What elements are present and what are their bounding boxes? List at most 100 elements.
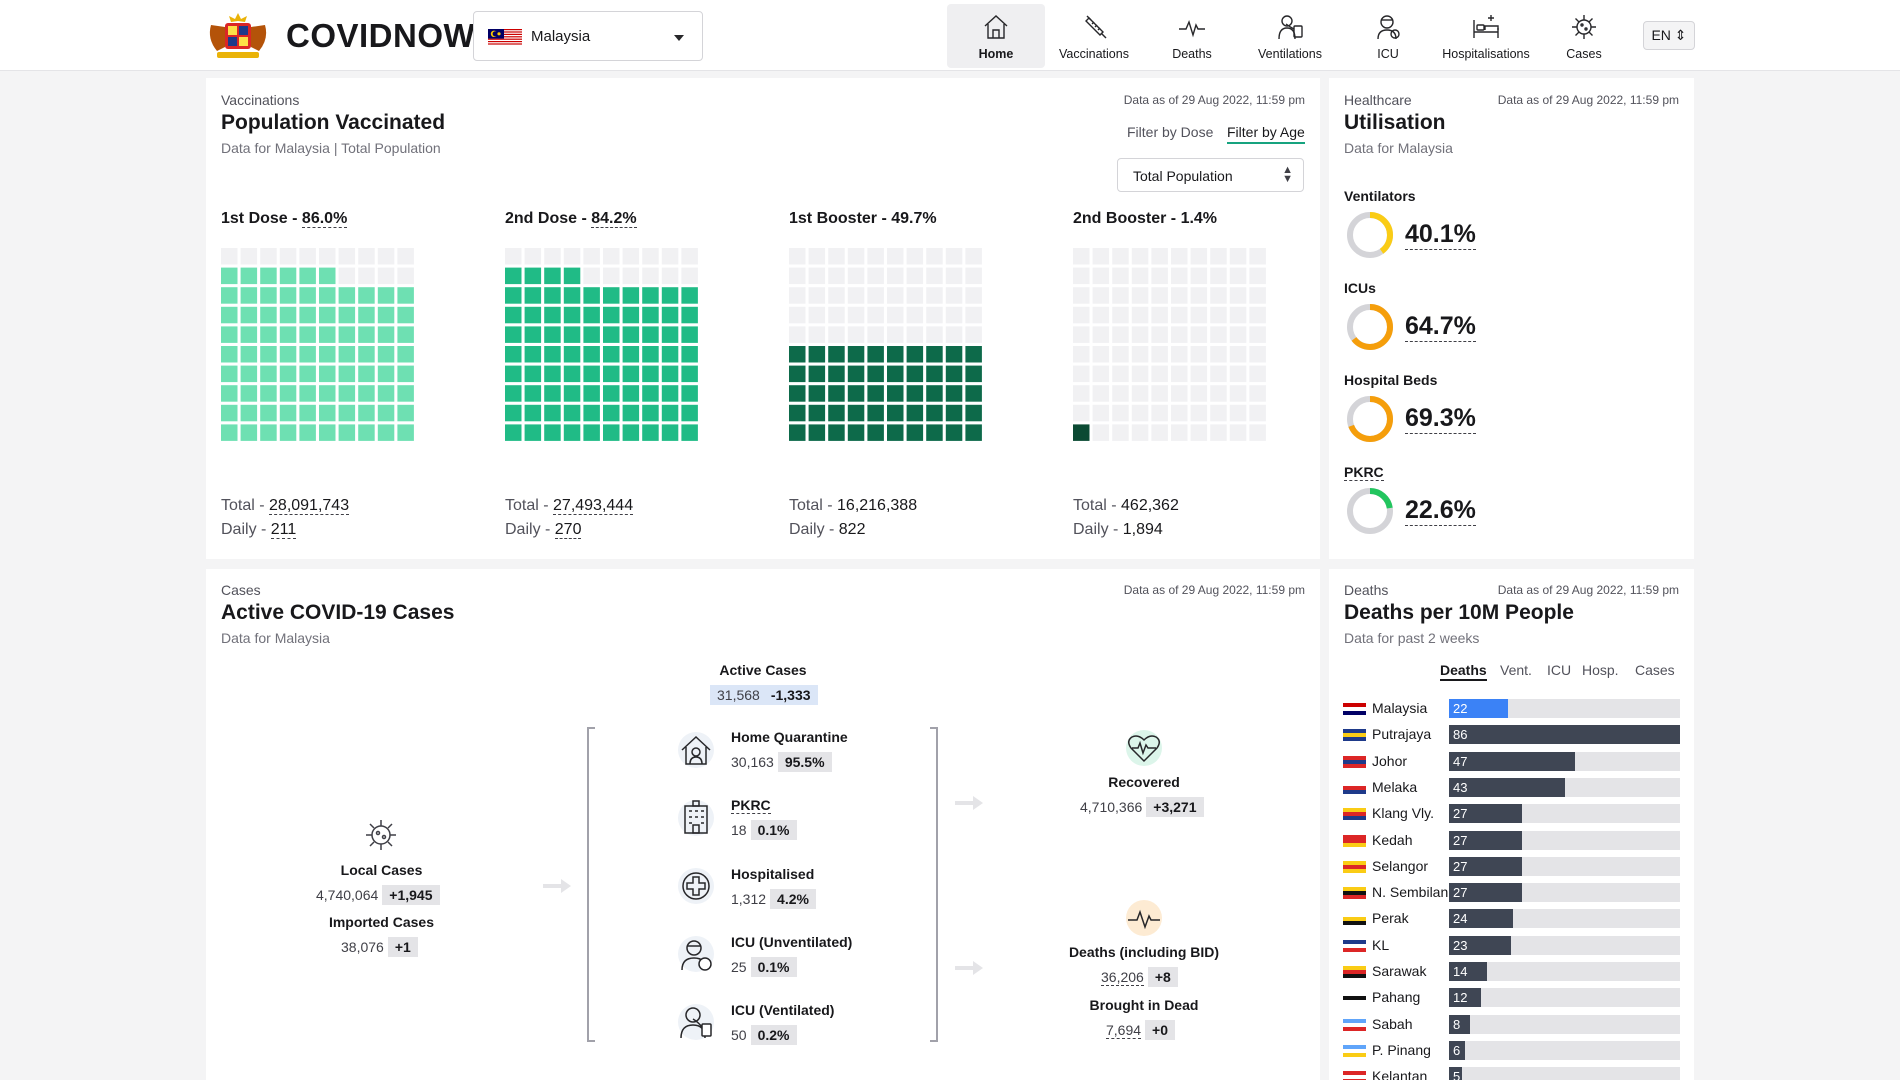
malaysia-coat-of-arms-logo[interactable] bbox=[205, 11, 271, 61]
brought-in-dead-figure: 7,694 +0 bbox=[1106, 1020, 1176, 1040]
waffle-cell-empty bbox=[1229, 306, 1247, 324]
pkrc-case-label-text[interactable]: PKRC bbox=[731, 797, 771, 814]
waffle-cell-filled bbox=[524, 424, 542, 441]
waffle-cell-filled bbox=[524, 385, 542, 402]
waffle-cell-empty bbox=[397, 248, 414, 265]
waffle-cell-filled bbox=[279, 306, 297, 324]
waffle-cell-empty bbox=[1112, 365, 1129, 383]
pkrc-label[interactable]: PKRC bbox=[1344, 464, 1384, 481]
waffle-cell-empty bbox=[847, 287, 865, 304]
hospital-beds-value[interactable]: 69.3% bbox=[1405, 404, 1476, 434]
death-rate-row[interactable]: Kelantan 5 bbox=[1343, 1065, 1680, 1080]
waffle-cell-empty bbox=[1190, 287, 1208, 304]
waffle-cell-empty bbox=[1151, 385, 1168, 402]
death-rate-row[interactable]: Klang Vly. 27 bbox=[1343, 802, 1680, 824]
death-rate-value: 24 bbox=[1453, 911, 1468, 927]
dose-total-value[interactable]: 27,493,444 bbox=[553, 497, 634, 515]
death-rate-row[interactable]: Melaka 43 bbox=[1343, 776, 1680, 798]
waffle-cell-filled bbox=[661, 346, 679, 363]
bar-track: 22 bbox=[1449, 699, 1680, 718]
country-select[interactable]: Malaysia bbox=[473, 11, 703, 61]
waffle-cell-filled bbox=[583, 306, 600, 324]
death-rate-row[interactable]: Putrajaya 86 bbox=[1343, 723, 1680, 745]
waffle-cell-filled bbox=[240, 287, 258, 304]
dose-daily-value[interactable]: 211 bbox=[270, 521, 297, 539]
icus-value[interactable]: 64.7% bbox=[1405, 312, 1476, 342]
death-rate-bar: 6 bbox=[1449, 1040, 1466, 1060]
death-rate-row[interactable]: Selangor 27 bbox=[1343, 855, 1680, 877]
state-name: Selangor bbox=[1372, 857, 1429, 874]
nav-icu[interactable]: ICU bbox=[1339, 4, 1437, 68]
deaths-label: Deaths (including BID) bbox=[1068, 944, 1220, 960]
brand-name[interactable]: COVIDNOW bbox=[286, 17, 476, 54]
home-quarantine-pct: 95.5% bbox=[777, 752, 832, 772]
pkrc-value[interactable]: 22.6% bbox=[1405, 496, 1476, 526]
waffle-cell-filled bbox=[260, 346, 277, 363]
waffle-cell-empty bbox=[906, 267, 924, 285]
waffle-cell-filled bbox=[926, 424, 943, 441]
death-rate-row[interactable]: Perak 24 bbox=[1343, 907, 1680, 929]
death-rate-row[interactable]: Sarawak 14 bbox=[1343, 960, 1680, 982]
nav-deaths[interactable]: Deaths bbox=[1143, 4, 1241, 68]
imported-cases-delta: +1 bbox=[387, 937, 418, 957]
dose-daily-value: 1,894 bbox=[1122, 521, 1163, 538]
nav-home[interactable]: Home bbox=[947, 4, 1045, 68]
dose-daily-label: Daily - bbox=[789, 521, 839, 538]
tab-cases[interactable]: Cases bbox=[1635, 662, 1675, 678]
waffle-cell-filled bbox=[377, 365, 395, 383]
waffle-cell-filled bbox=[505, 287, 522, 304]
dose-daily-value[interactable]: 270 bbox=[554, 521, 582, 539]
nav-ventilations[interactable]: Ventilations bbox=[1241, 4, 1339, 68]
waffle-cell-filled bbox=[319, 287, 336, 304]
dose-daily-label: Daily - bbox=[505, 521, 555, 538]
chevron-down-icon bbox=[674, 35, 684, 41]
waffle-cell-filled bbox=[681, 326, 698, 343]
waffle-cell-filled bbox=[240, 267, 258, 285]
waffle-cell-filled bbox=[622, 326, 640, 343]
death-rate-row[interactable]: P. Pinang 6 bbox=[1343, 1039, 1680, 1061]
waffle-cell-filled bbox=[906, 404, 924, 422]
waffle-cell-filled bbox=[661, 306, 679, 324]
age-group-select[interactable]: Total Population ▲ ▼ bbox=[1117, 158, 1304, 192]
death-rate-row[interactable]: KL 23 bbox=[1343, 934, 1680, 956]
dose-percentage[interactable]: 86.0% bbox=[301, 210, 348, 228]
death-rate-value: 27 bbox=[1453, 858, 1468, 874]
tab-ventilation[interactable]: Vent. bbox=[1500, 662, 1532, 678]
waffle-cell-filled bbox=[358, 346, 375, 363]
nav-vaccinations[interactable]: Vaccinations bbox=[1045, 4, 1143, 68]
filter-by-age-tab[interactable]: Filter by Age bbox=[1227, 124, 1305, 144]
tab-icu[interactable]: ICU bbox=[1547, 662, 1572, 678]
death-rate-row[interactable]: Pahang 12 bbox=[1343, 986, 1680, 1008]
death-rate-row[interactable]: Kedah 27 bbox=[1343, 829, 1680, 851]
death-rate-row[interactable]: Johor 47 bbox=[1343, 750, 1680, 772]
deaths-value[interactable]: 36,206 bbox=[1101, 969, 1144, 986]
dose-total-label: Total - bbox=[221, 497, 270, 514]
nav-cases[interactable]: Cases bbox=[1535, 4, 1633, 68]
waffle-cell-empty bbox=[1229, 267, 1247, 285]
active-cases-figure: 31,568 -1,333 bbox=[710, 685, 818, 705]
nav-hospitalisations[interactable]: Hospitalisations bbox=[1437, 4, 1535, 68]
death-rate-row[interactable]: Malaysia 22 bbox=[1343, 697, 1680, 719]
death-rate-bar: 23 bbox=[1449, 935, 1511, 955]
tab-deaths[interactable]: Deaths bbox=[1440, 662, 1487, 681]
waffle-cell-filled bbox=[828, 424, 845, 441]
death-rate-row[interactable]: Sabah 8 bbox=[1343, 1013, 1680, 1035]
language-select[interactable]: EN ⇕ bbox=[1643, 21, 1695, 50]
death-rate-row[interactable]: N. Sembilan 27 bbox=[1343, 881, 1680, 903]
waffle-cell-filled bbox=[828, 385, 845, 402]
waffle-cell-empty bbox=[1249, 404, 1266, 422]
nav-deaths-label: Deaths bbox=[1172, 47, 1212, 61]
state-name: KL bbox=[1372, 936, 1390, 953]
brought-in-dead-value[interactable]: 7,694 bbox=[1106, 1022, 1142, 1039]
waffle-cell-empty bbox=[661, 248, 679, 265]
dose-percentage[interactable]: 84.2% bbox=[591, 210, 637, 228]
death-rate-value: 27 bbox=[1453, 806, 1468, 822]
dose-total-value[interactable]: 28,091,743 bbox=[269, 497, 350, 515]
tab-hospitalisation[interactable]: Hosp. bbox=[1582, 662, 1619, 678]
filter-by-dose-tab[interactable]: Filter by Dose bbox=[1127, 124, 1214, 140]
waffle-cell-filled bbox=[544, 365, 561, 383]
dose-total-label: Total - bbox=[789, 497, 838, 514]
ventilators-value[interactable]: 40.1% bbox=[1405, 220, 1476, 250]
waffle-cell-filled bbox=[563, 267, 581, 285]
waffle-cell-filled bbox=[338, 346, 356, 363]
